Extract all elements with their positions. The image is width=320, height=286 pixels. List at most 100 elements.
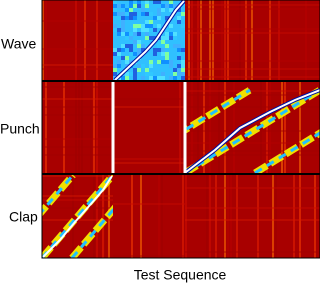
map-cell: [117, 28, 121, 32]
map-cell: [113, 24, 117, 28]
map-cell: [149, 72, 153, 76]
streak: [42, 138, 113, 140]
streak: [185, 90, 320, 92]
map-cell: [177, 68, 181, 72]
streak: [233, 82, 235, 173]
map-cell: [113, 4, 117, 8]
map-cell: [129, 32, 133, 36]
map-cell: [125, 56, 129, 60]
streak: [185, 68, 320, 70]
map-cell: [137, 52, 141, 56]
map-cell: [121, 28, 125, 32]
map-cell: [169, 24, 173, 28]
band-group: [42, 175, 113, 258]
similarity-maps: [41, 0, 320, 259]
map-cell: [181, 76, 185, 80]
streak: [272, 175, 274, 258]
streak: [236, 175, 238, 258]
map-cell: [157, 8, 161, 12]
streak: [42, 154, 113, 156]
streak: [209, 175, 211, 258]
frame: [41, 0, 320, 259]
map-cell: [125, 8, 129, 12]
map-cell: [129, 48, 133, 52]
streak: [42, 64, 113, 66]
streak: [197, 0, 199, 80]
map-cell: [173, 76, 177, 80]
map-cell: [169, 4, 173, 8]
map-cell: [137, 44, 141, 48]
map-cell: [129, 0, 133, 4]
map-cell: [161, 40, 165, 44]
map-cell: [133, 72, 137, 76]
map-cell: [117, 4, 121, 8]
map-cell: [141, 44, 145, 48]
streak: [185, 28, 320, 30]
map-cell: [181, 12, 185, 16]
streak: [131, 175, 133, 258]
map-cell: [145, 28, 149, 32]
map-cell: [149, 24, 153, 28]
map-cell: [133, 68, 137, 72]
map-cell: [113, 72, 117, 76]
streak: [227, 0, 229, 80]
row-label: Punch: [0, 121, 40, 137]
streak: [113, 255, 185, 257]
map-cell: [129, 12, 133, 16]
streak: [185, 175, 187, 258]
map-cell: [153, 48, 157, 52]
band: [253, 128, 320, 173]
map-cell: [161, 44, 165, 48]
map-cell: [129, 16, 133, 20]
streak: [113, 158, 185, 160]
streak: [257, 175, 259, 258]
streak: [212, 0, 214, 80]
map-cell: [165, 44, 169, 48]
map-cell: [145, 72, 149, 76]
streak: [185, 94, 320, 96]
streak: [179, 82, 181, 173]
map-cell: [125, 44, 129, 48]
streak: [185, 187, 320, 189]
map-cell: [145, 44, 149, 48]
map-cell: [161, 76, 165, 80]
map-cell: [173, 4, 177, 8]
map-cell: [173, 72, 177, 76]
streak: [275, 175, 277, 258]
streak: [45, 82, 47, 173]
map-cell: [121, 76, 125, 80]
streak: [45, 0, 47, 80]
map-cell: [181, 48, 185, 52]
streak: [191, 82, 193, 173]
map-cell: [165, 16, 169, 20]
map-cell: [165, 4, 169, 8]
map-cell: [169, 76, 173, 80]
streak: [269, 82, 271, 173]
map-cell: [177, 16, 181, 20]
map-cell: [177, 48, 181, 52]
streak: [314, 175, 316, 258]
map-cell: [125, 60, 129, 64]
streak: [158, 175, 160, 258]
streak: [72, 175, 74, 258]
map-cell: [117, 12, 121, 16]
map-cell: [113, 64, 117, 68]
map-cell: [117, 16, 121, 20]
streak: [42, 0, 44, 80]
map-cell: [181, 60, 185, 64]
map-cell: [121, 48, 125, 52]
map-cell: [133, 40, 137, 44]
map-cell: [129, 60, 133, 64]
map-cell: [141, 40, 145, 44]
streak: [182, 175, 184, 258]
map-cell: [181, 24, 185, 28]
streak: [221, 0, 223, 80]
streak: [209, 82, 211, 173]
map-cell: [181, 72, 185, 76]
map-cell: [169, 64, 173, 68]
streak: [93, 175, 95, 258]
streak: [284, 82, 286, 173]
streak: [42, 106, 113, 108]
